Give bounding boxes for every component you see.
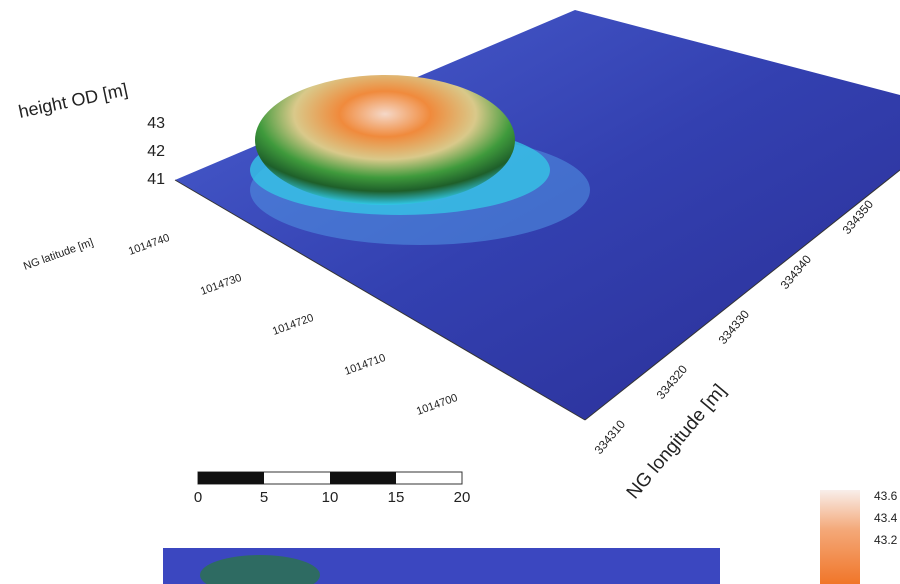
scale-bar [197,471,463,485]
scale-tick-label: 15 [388,489,405,506]
y-tick-label: 1014720 [271,312,315,338]
z-tick-label: 41 [147,171,165,188]
z-axis-label: height OD [m] [17,79,130,122]
colorbar-tick-label: 43.2 [874,533,898,547]
surface [175,10,900,420]
colorbar-tick-label: 43.4 [874,511,898,525]
y-tick-label: 1014710 [343,352,387,378]
scale-tick-label: 5 [260,489,268,506]
x-tick-label: 334310 [592,417,629,457]
colorbar [820,490,860,584]
scale-tick-label: 20 [454,489,471,506]
y-axis-label: NG latitude [m] [22,236,95,272]
z-tick-label: 42 [147,143,165,160]
z-tick-label: 43 [147,115,165,132]
inset-mound [200,555,320,584]
scale-tick-label: 0 [194,489,202,506]
x-tick-label: 334320 [654,362,691,402]
x-axis-label: NG longitude [m] [623,380,731,503]
y-tick-label: 1014700 [415,392,459,418]
y-tick-label: 1014740 [127,232,171,258]
colorbar-tick-label: 43.6 [874,489,898,503]
y-tick-label: 1014730 [199,272,243,298]
scale-tick-label: 10 [322,489,339,506]
axes [174,169,900,421]
x-tick-label: 334330 [716,307,753,347]
